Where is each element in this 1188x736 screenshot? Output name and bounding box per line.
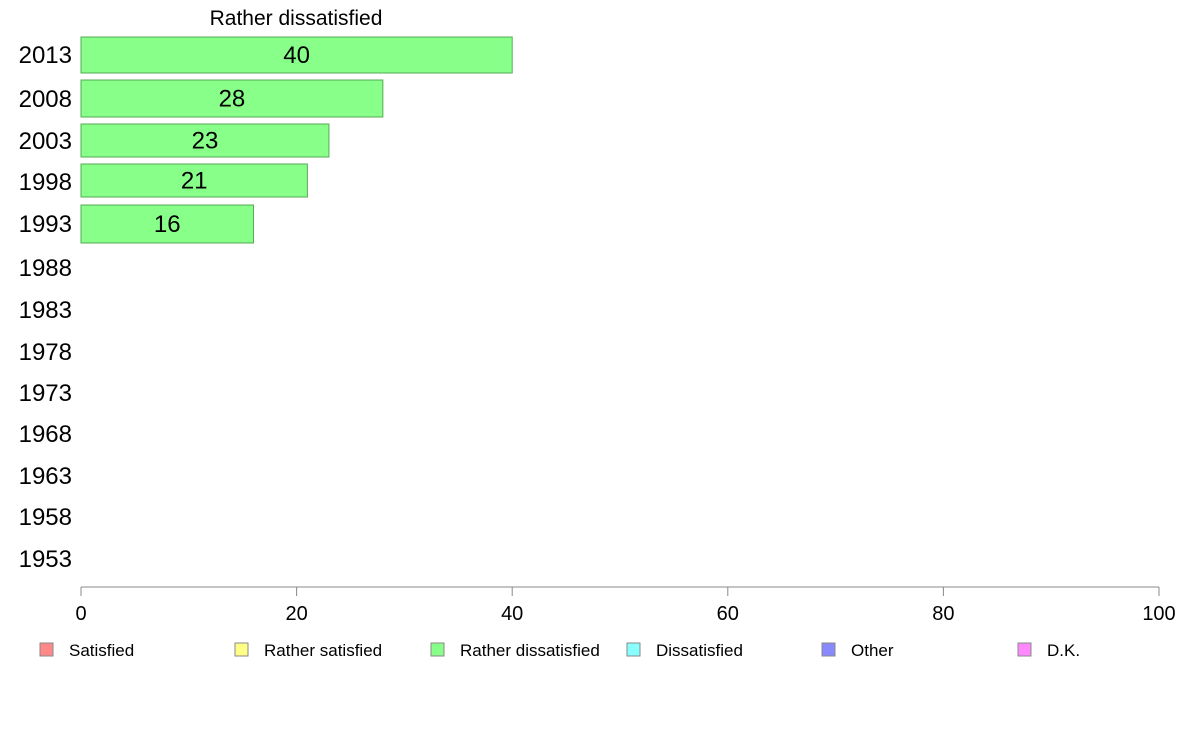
legend-label-0: Satisfied — [69, 641, 134, 660]
bar-2013 — [80, 36, 513, 74]
bar-1998 — [80, 163, 308, 198]
bar-2003 — [80, 123, 330, 158]
bar-2008 — [80, 79, 384, 118]
y-tick-label-1973: 1973 — [19, 380, 72, 407]
data-label-1998: 21 — [181, 168, 208, 195]
legend-swatch-5 — [1017, 642, 1032, 657]
y-tick-label-1958: 1958 — [19, 504, 72, 531]
y-tick-label-2013: 2013 — [19, 42, 72, 69]
bar-1993 — [80, 204, 254, 244]
legend-swatch-4 — [821, 642, 836, 657]
x-tick-label-40: 40 — [501, 603, 523, 625]
legend: Satisfied Rather satisfied Rather dissatis… — [39, 641, 1080, 660]
legend-label-2: Rather dissatisfied — [460, 641, 600, 660]
legend-swatch-2 — [430, 642, 445, 657]
y-tick-label-1988: 1988 — [19, 255, 72, 282]
legend-swatch-3 — [626, 642, 641, 657]
x-axis: 0 20 40 60 80 100 — [75, 586, 1176, 625]
y-tick-label-1993: 1993 — [19, 211, 72, 238]
data-label-2013: 40 — [283, 42, 310, 69]
y-tick-label-1953: 1953 — [19, 546, 72, 573]
data-label-2003: 23 — [192, 128, 219, 155]
y-tick-label-1963: 1963 — [19, 463, 72, 490]
chart-title: Rather dissatisfied — [210, 7, 383, 30]
data-label-1993: 16 — [154, 211, 181, 238]
y-tick-label-1998: 1998 — [19, 169, 72, 196]
y-tick-label-2003: 2003 — [19, 128, 72, 155]
legend-swatch-0 — [39, 642, 54, 657]
y-tick-label-1983: 1983 — [19, 297, 72, 324]
x-tick-label-0: 0 — [75, 603, 86, 625]
x-tick-label-80: 80 — [932, 603, 954, 625]
legend-label-1: Rather satisfied — [264, 641, 382, 660]
legend-label-4: Other — [851, 641, 894, 660]
y-tick-label-2008: 2008 — [19, 86, 72, 113]
legend-label-5: D.K. — [1047, 641, 1080, 660]
x-tick-label-20: 20 — [285, 603, 307, 625]
data-label-2008: 28 — [219, 86, 246, 113]
legend-swatch-1 — [234, 642, 249, 657]
y-tick-label-1978: 1978 — [19, 339, 72, 366]
x-tick-label-60: 60 — [717, 603, 739, 625]
legend-label-3: Dissatisfied — [656, 641, 743, 660]
x-tick-label-100: 100 — [1142, 603, 1175, 625]
y-tick-label-1968: 1968 — [19, 421, 72, 448]
y-axis-labels: 2013 2008 2003 1998 1993 1988 1983 1978 1973 1968… — [19, 42, 72, 573]
